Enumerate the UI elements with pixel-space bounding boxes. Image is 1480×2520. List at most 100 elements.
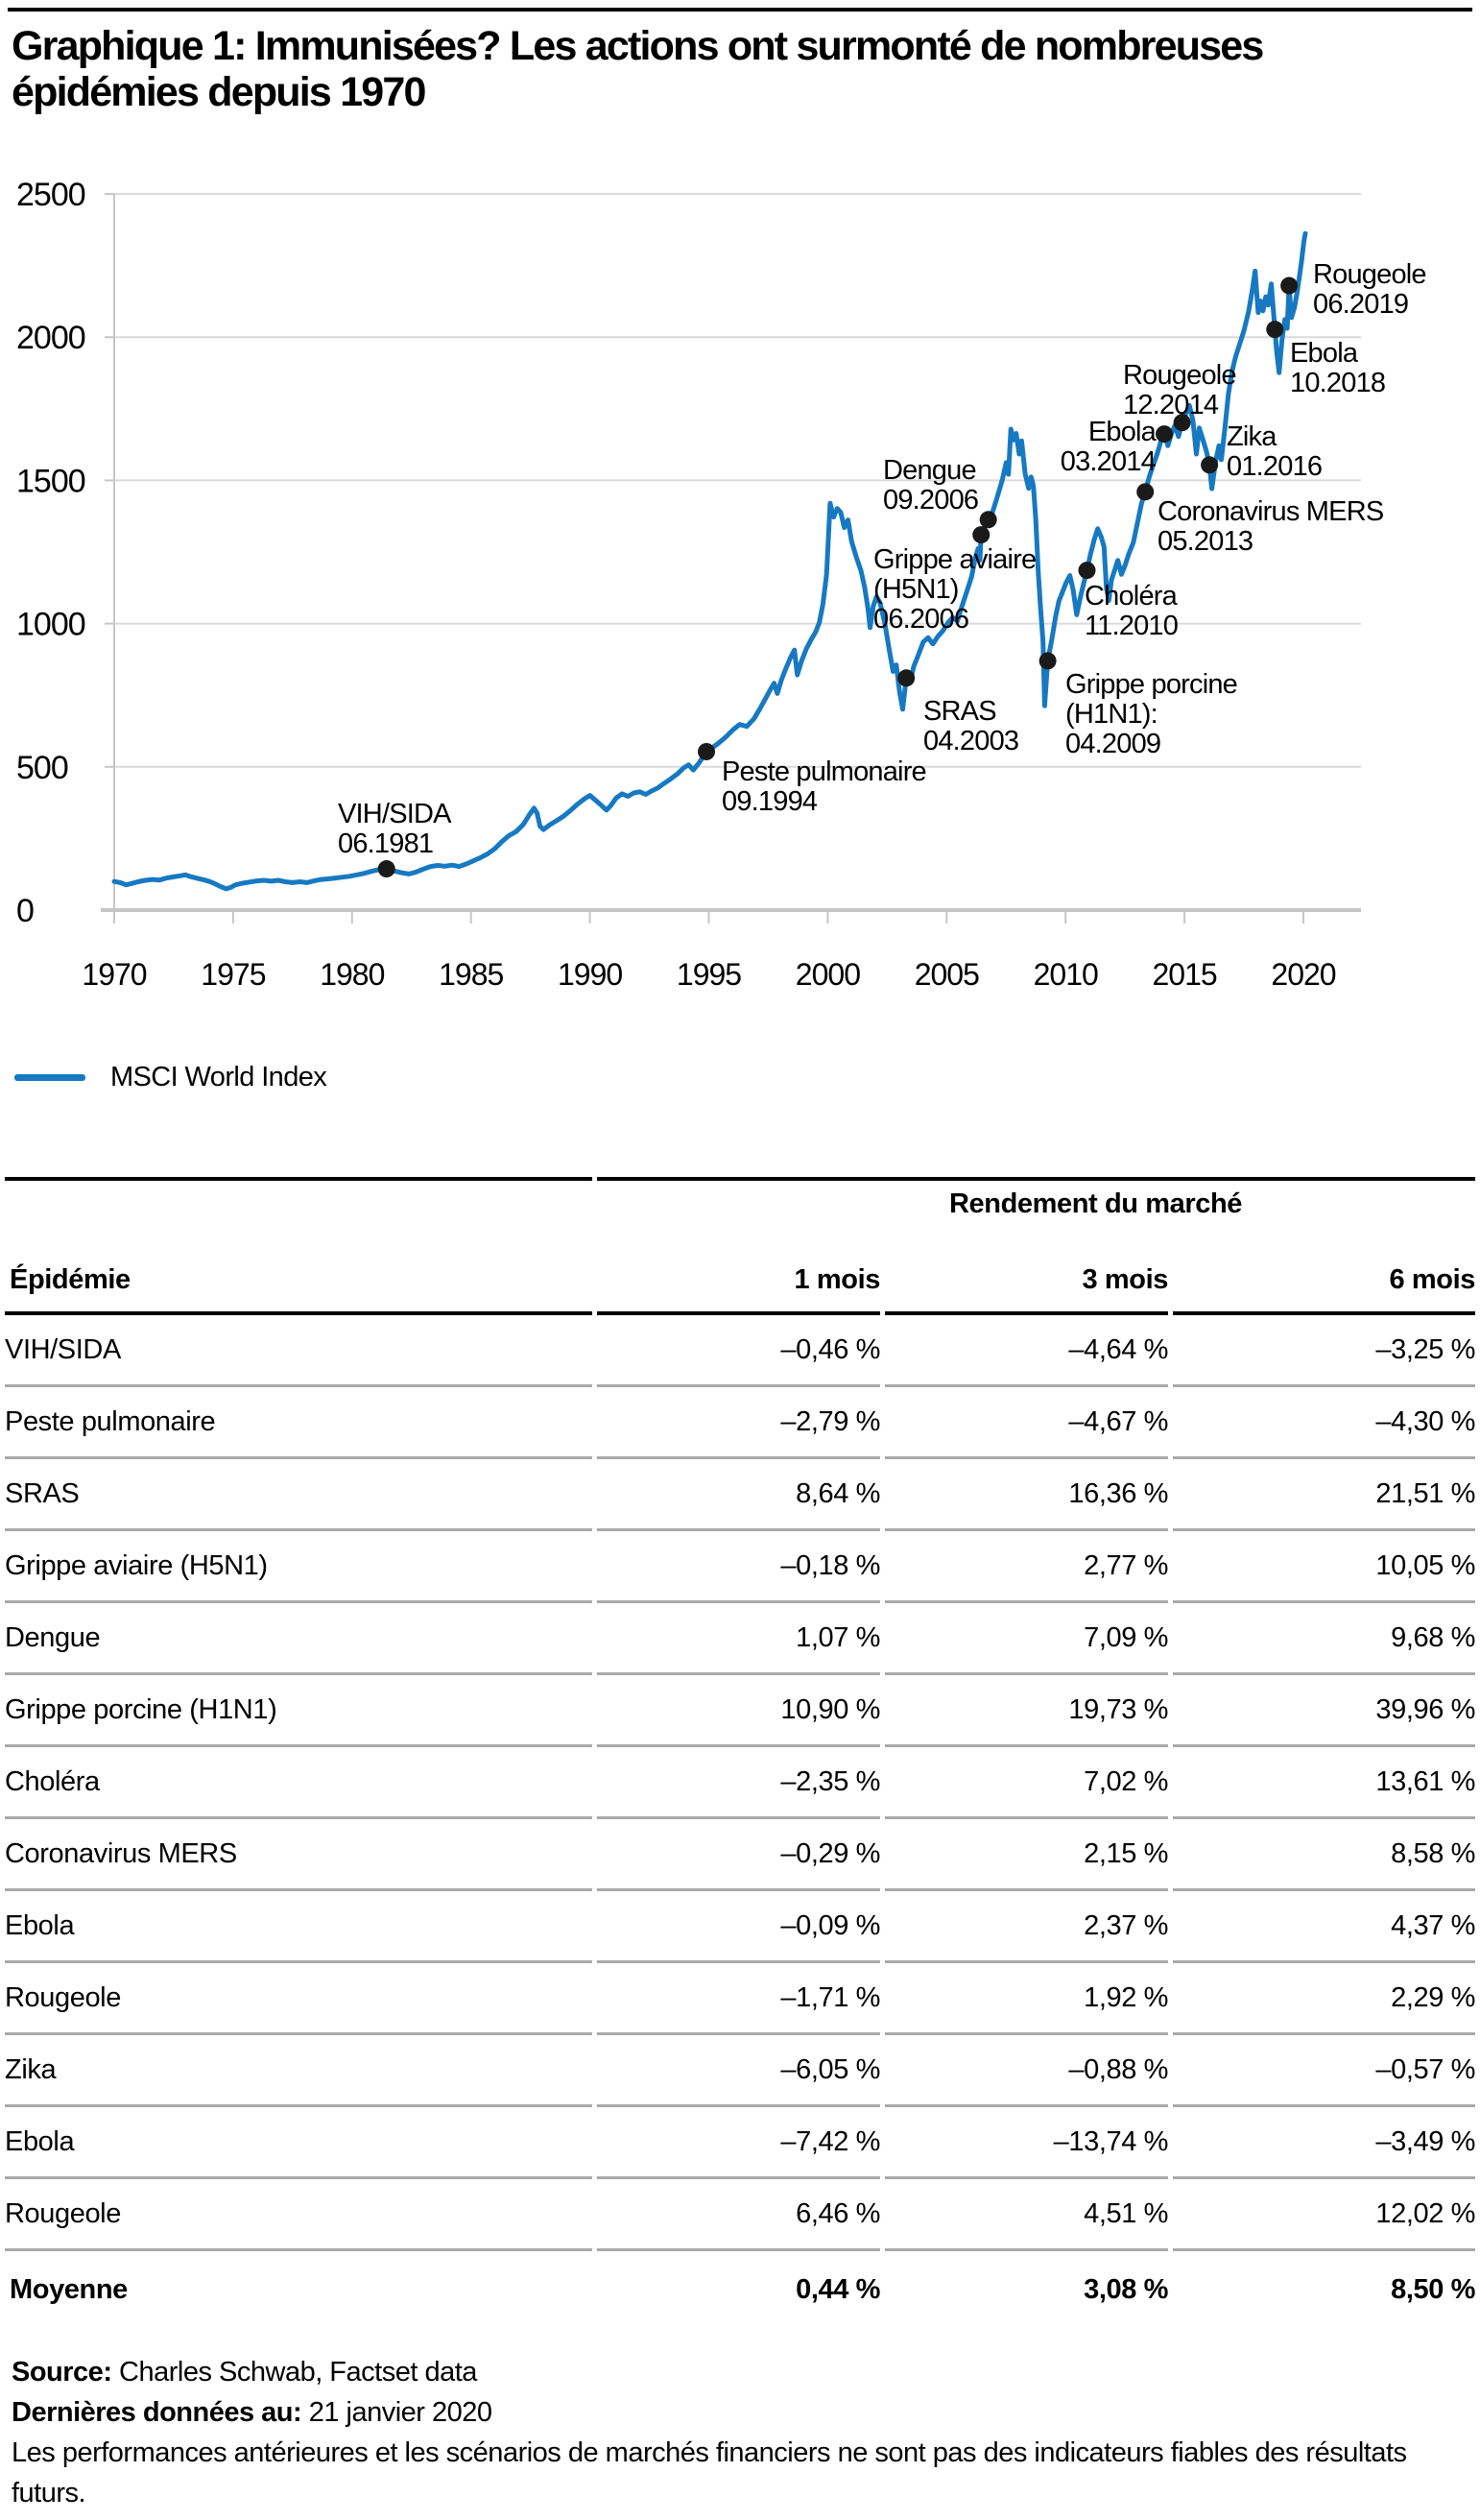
x-tick-label: 1970 [82, 957, 146, 992]
x-tick-label: 2015 [1153, 957, 1217, 992]
epidemic-annotation: Rougeole [1123, 360, 1236, 391]
table-row: VIH/SIDA –0,46 % –4,64 % –3,25 % [5, 1315, 1475, 1387]
x-tick-label: 2005 [915, 957, 979, 992]
group-header-spacer [5, 1177, 592, 1227]
epidemic-name-cell: VIH/SIDA [5, 1315, 592, 1387]
epidemic-annotation: Grippe aviaire [873, 544, 1036, 575]
return-value-cell: 2,15 % [885, 1819, 1168, 1891]
epidemic-marker [1038, 652, 1057, 670]
return-value-cell: 21,51 % [1173, 1459, 1475, 1531]
y-tick-label: 2000 [16, 320, 85, 356]
table-row: Choléra –2,35 % 7,02 % 13,61 % [5, 1747, 1475, 1819]
epidemic-annotation: 05.2013 [1158, 526, 1253, 557]
epidemic-annotation: 11.2010 [1085, 611, 1178, 641]
epidemic-annotation: 12.2014 [1123, 390, 1219, 420]
table-row: Grippe porcine (H1N1) 10,90 % 19,73 % 39,96… [5, 1675, 1475, 1747]
return-value-cell: 13,61 % [1173, 1747, 1475, 1819]
return-value-cell: 6,46 % [597, 2179, 880, 2251]
epidemic-annotation: 03.2014 [1061, 446, 1157, 477]
table-row: Dengue 1,07 % 7,09 % 9,68 % [5, 1603, 1475, 1675]
table-row: Ebola –7,42 % –13,74 % –3,49 % [5, 2107, 1475, 2179]
top-divider [8, 8, 1472, 12]
return-value-cell: –0,18 % [597, 1531, 880, 1603]
return-value-cell: 9,68 % [1173, 1603, 1475, 1675]
epidemic-annotation: VIH/SIDA [338, 799, 452, 829]
return-value-cell: –2,35 % [597, 1747, 880, 1819]
epidemic-annotation: 04.2009 [1065, 729, 1160, 759]
table-row: Rougeole 6,46 % 4,51 % 12,02 % [5, 2179, 1475, 2251]
epidemic-name-cell: Ebola [5, 1891, 592, 1963]
epidemic-annotation: Grippe porcine [1065, 669, 1237, 700]
return-value-cell: 2,29 % [1173, 1963, 1475, 2035]
epidemic-annotation: Rougeole [1313, 259, 1426, 290]
epidemic-marker [1201, 456, 1219, 474]
epidemic-annotation: 06.1981 [338, 828, 433, 859]
epidemic-name-cell: Zika [5, 2035, 592, 2107]
table-group-header-row: Rendement du marché [5, 1177, 1475, 1227]
return-value-cell: 8,58 % [1173, 1819, 1475, 1891]
table-row: Zika –6,05 % –0,88 % –0,57 % [5, 2035, 1475, 2107]
return-value-cell: –6,05 % [597, 2035, 880, 2107]
x-tick-label: 1980 [320, 957, 384, 992]
disclaimer-note: Les performances antérieures et les scén… [12, 2437, 1407, 2508]
msci-series-line [111, 230, 1308, 892]
epidemic-name-cell: Coronavirus MERS [5, 1819, 592, 1891]
source-label: Source: [12, 2357, 112, 2388]
x-tick-label: 2020 [1271, 957, 1335, 992]
chart-legend: MSCI World Index [14, 1062, 327, 1093]
return-value-cell: –0,88 % [885, 2035, 1168, 2107]
return-value-cell: –3,49 % [1173, 2107, 1475, 2179]
epidemic-annotation: 09.1994 [722, 786, 818, 817]
x-tick-label: 1985 [439, 957, 503, 992]
average-value-cell: 3,08 % [1084, 2273, 1168, 2305]
y-tick-label: 0 [16, 893, 34, 929]
column-header-1-mois: 1 mois [597, 1227, 880, 1315]
return-value-cell: –13,74 % [885, 2107, 1168, 2179]
return-value-cell: 1,92 % [885, 1963, 1168, 2035]
table-average-row: Moyenne 0,44 % 3,08 % 8,50 % [5, 2251, 1475, 2328]
last-data-text: 21 janvier 2020 [301, 2397, 492, 2428]
column-header-2-mois: 3 mois [885, 1227, 1168, 1315]
average-value-cell: 8,50 % [1391, 2273, 1475, 2305]
x-tick-label: 1990 [558, 957, 622, 992]
column-header-epidemie: Épidémie [5, 1227, 592, 1315]
epidemic-marker [979, 511, 997, 529]
return-value-cell: –1,71 % [597, 1963, 880, 2035]
table-row: Grippe aviaire (H5N1) –0,18 % 2,77 % 10,05 … [5, 1531, 1475, 1603]
return-value-cell: –0,29 % [597, 1819, 880, 1891]
epidemic-annotation: 06.2019 [1313, 289, 1408, 320]
return-value-cell: –4,67 % [885, 1387, 1168, 1459]
table-row: Coronavirus MERS –0,29 % 2,15 % 8,58 % [5, 1819, 1475, 1891]
epidemic-marker [1173, 414, 1191, 432]
y-tick-label: 500 [16, 750, 68, 786]
x-tick-label: 2000 [796, 957, 860, 992]
epidemic-name-cell: Peste pulmonaire [5, 1387, 592, 1459]
y-tick-label: 2500 [16, 177, 85, 213]
returns-table: Rendement du marché Épidémie 1 mois 3 mois 6… [0, 1177, 1480, 2328]
table-row: SRAS 8,64 % 16,36 % 21,51 % [5, 1459, 1475, 1531]
epidemic-annotation: (H5N1) [873, 574, 959, 605]
epidemic-annotation: SRAS [923, 696, 996, 727]
epidemic-annotation: Ebola [1290, 338, 1359, 369]
y-tick-label: 1000 [16, 607, 85, 643]
return-value-cell: 10,90 % [597, 1675, 880, 1747]
epidemic-annotation: 06.2006 [873, 604, 968, 635]
epidemic-annotation: Coronavirus MERS [1158, 496, 1384, 527]
x-tick-label: 1995 [677, 957, 741, 992]
epidemic-marker [1156, 425, 1174, 444]
epidemic-marker [897, 669, 916, 687]
return-value-cell: 1,07 % [597, 1603, 880, 1675]
epidemic-annotation: 01.2016 [1227, 451, 1322, 482]
return-value-cell: 19,73 % [885, 1675, 1168, 1747]
group-header-label: Rendement du marché [597, 1177, 1475, 1227]
epidemic-name-cell: Choléra [5, 1747, 592, 1819]
epidemic-name-cell: Ebola [5, 2107, 592, 2179]
return-value-cell: –3,25 % [1173, 1315, 1475, 1387]
return-value-cell: 39,96 % [1173, 1675, 1475, 1747]
return-value-cell: 2,37 % [885, 1891, 1168, 1963]
table-row: Rougeole –1,71 % 1,92 % 2,29 % [5, 1963, 1475, 2035]
return-value-cell: 10,05 % [1173, 1531, 1475, 1603]
epidemic-annotation: Zika [1227, 421, 1277, 452]
page-title: Graphique 1: Immunisées? Les actions ont… [12, 23, 1264, 115]
